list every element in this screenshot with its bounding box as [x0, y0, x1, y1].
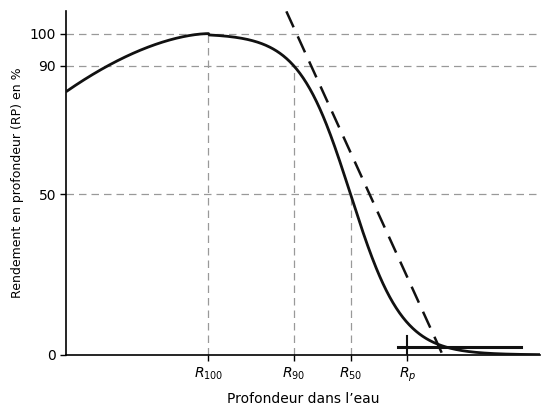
Y-axis label: Rendement en profondeur (RP) en %: Rendement en profondeur (RP) en %	[11, 68, 24, 298]
X-axis label: Profondeur dans l’eau: Profondeur dans l’eau	[227, 392, 380, 406]
